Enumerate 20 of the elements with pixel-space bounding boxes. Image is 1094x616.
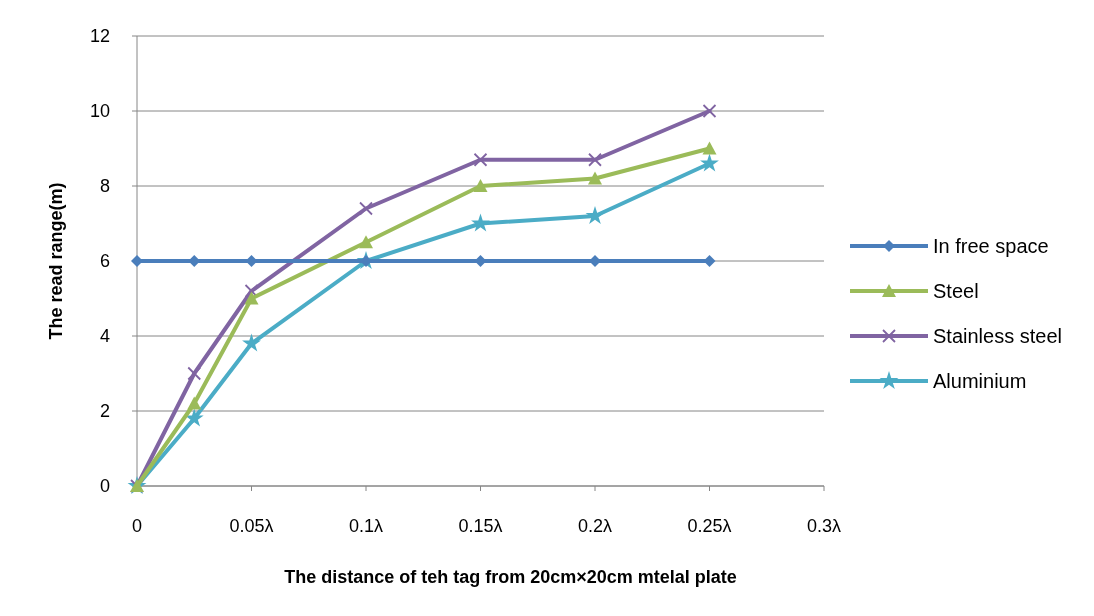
y-tick-label: 12 <box>89 26 110 47</box>
y-tick-label: 10 <box>89 101 110 122</box>
x-tick-label: 0.3λ <box>806 516 842 536</box>
x-axis-title: The distance of teh tag from 20cm×20cm mtelal plate <box>284 567 737 587</box>
y-tick-label: 4 <box>99 326 110 347</box>
x-tick-label: 0.1λ <box>348 516 384 536</box>
y-tick-label: 0 <box>99 476 110 497</box>
y-tick-label: 8 <box>99 176 110 197</box>
x-tick-label: 0 <box>131 516 143 536</box>
x-tick-label: 0.25λ <box>687 516 732 536</box>
y-axis-title: The read range(m) <box>46 182 66 340</box>
legend-label: Aluminium <box>933 370 1027 392</box>
legend-label: In free space <box>933 235 1049 257</box>
x-tick-label: 0.2λ <box>577 516 613 536</box>
legend-label: Stainless steel <box>933 325 1062 347</box>
y-tick-label: 2 <box>99 401 110 422</box>
legend-label: Steel <box>933 280 979 302</box>
x-tick-label: 0.15λ <box>458 516 503 536</box>
y-tick-label: 6 <box>99 251 110 272</box>
x-tick-label: 0.05λ <box>229 516 274 536</box>
